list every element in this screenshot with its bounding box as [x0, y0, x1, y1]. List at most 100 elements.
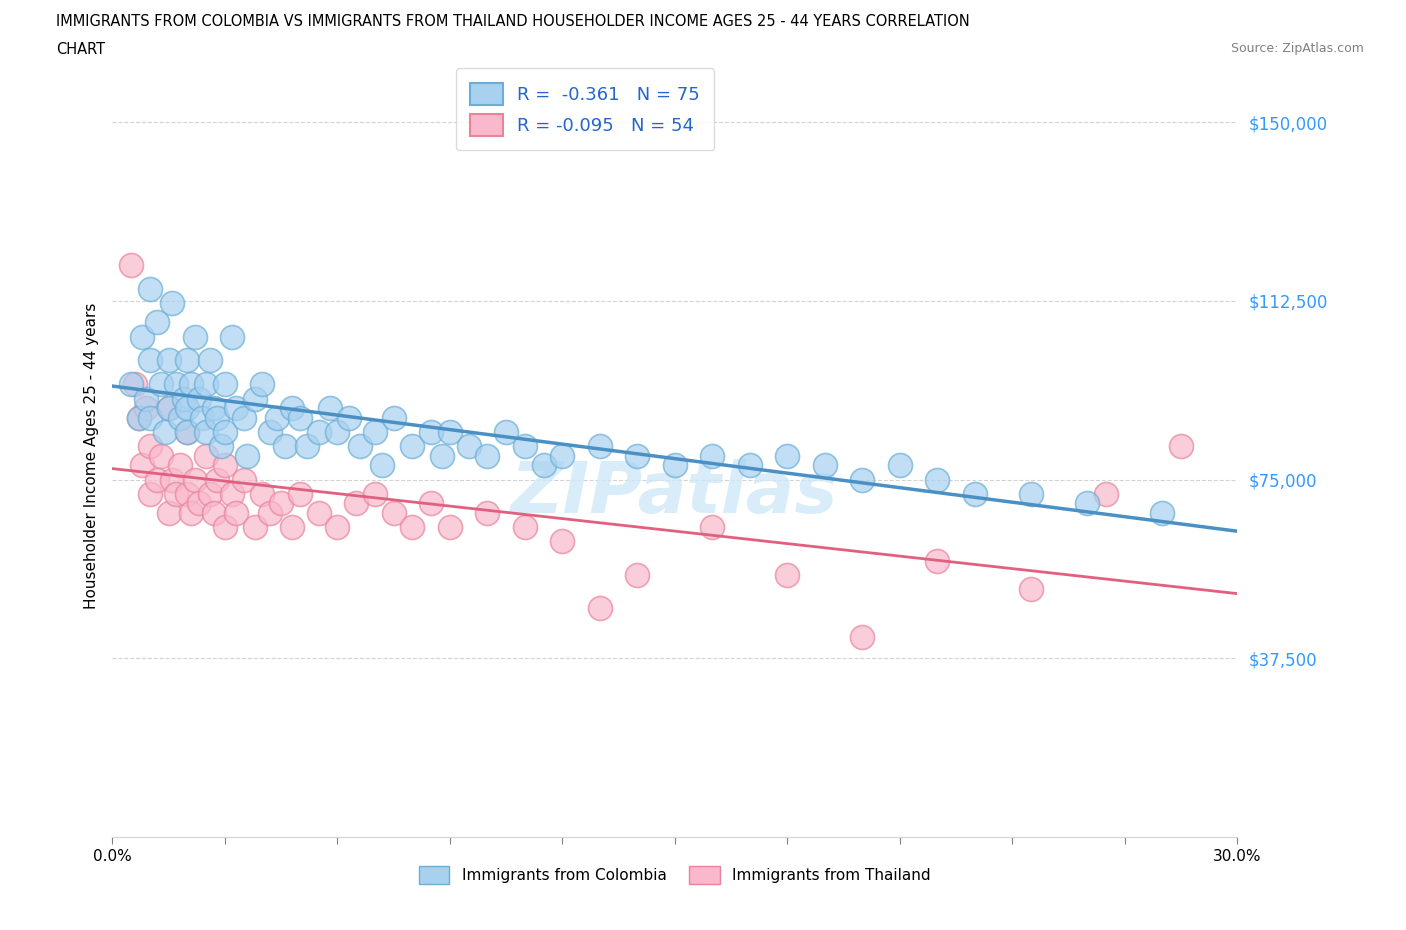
Point: [243, 520, 266, 535]
Point: [252, 377, 274, 392]
Point: [364, 424, 387, 439]
Point: [139, 486, 162, 501]
Point: [401, 439, 423, 454]
Point: [176, 486, 198, 501]
Point: [176, 401, 198, 416]
Point: [221, 486, 243, 501]
Point: [169, 410, 191, 425]
Point: [702, 520, 724, 535]
Text: CHART: CHART: [56, 42, 105, 57]
Point: [198, 352, 221, 367]
Point: [176, 424, 198, 439]
Point: [225, 401, 247, 416]
Point: [288, 410, 311, 425]
Point: [349, 439, 371, 454]
Point: [513, 520, 536, 535]
Point: [259, 506, 281, 521]
Point: [439, 520, 461, 535]
Point: [232, 472, 254, 487]
Point: [344, 496, 367, 511]
Point: [457, 439, 479, 454]
Y-axis label: Householder Income Ages 25 - 44 years: Householder Income Ages 25 - 44 years: [83, 302, 98, 609]
Point: [420, 496, 443, 511]
Point: [131, 329, 153, 344]
Point: [150, 377, 173, 392]
Point: [120, 377, 142, 392]
Point: [195, 424, 218, 439]
Point: [221, 329, 243, 344]
Point: [202, 401, 225, 416]
Point: [128, 410, 150, 425]
Point: [851, 630, 873, 644]
Point: [169, 458, 191, 472]
Point: [214, 377, 236, 392]
Point: [202, 506, 225, 521]
Point: [236, 448, 259, 463]
Point: [477, 506, 499, 521]
Point: [776, 448, 799, 463]
Point: [281, 401, 304, 416]
Point: [814, 458, 837, 472]
Point: [308, 506, 330, 521]
Point: [184, 329, 207, 344]
Point: [187, 496, 209, 511]
Legend: Immigrants from Colombia, Immigrants from Thailand: Immigrants from Colombia, Immigrants fro…: [413, 859, 936, 890]
Point: [124, 377, 146, 392]
Point: [157, 401, 180, 416]
Point: [297, 439, 319, 454]
Point: [214, 424, 236, 439]
Point: [963, 486, 986, 501]
Point: [209, 439, 232, 454]
Point: [738, 458, 761, 472]
Point: [139, 352, 162, 367]
Point: [157, 352, 180, 367]
Point: [337, 410, 360, 425]
Point: [120, 258, 142, 272]
Point: [243, 391, 266, 405]
Point: [281, 520, 304, 535]
Point: [1019, 486, 1042, 501]
Point: [146, 314, 169, 330]
Point: [176, 352, 198, 367]
Point: [139, 439, 162, 454]
Point: [252, 486, 274, 501]
Point: [382, 506, 405, 521]
Point: [589, 439, 612, 454]
Point: [139, 410, 162, 425]
Point: [135, 391, 157, 405]
Point: [288, 486, 311, 501]
Point: [1095, 486, 1118, 501]
Point: [180, 377, 202, 392]
Point: [326, 424, 349, 439]
Point: [180, 506, 202, 521]
Point: [153, 424, 176, 439]
Point: [420, 424, 443, 439]
Point: [131, 458, 153, 472]
Point: [198, 486, 221, 501]
Point: [589, 601, 612, 616]
Point: [1019, 582, 1042, 597]
Text: ZIPatlas: ZIPatlas: [512, 459, 838, 528]
Point: [513, 439, 536, 454]
Point: [851, 472, 873, 487]
Point: [150, 448, 173, 463]
Point: [274, 439, 297, 454]
Point: [157, 401, 180, 416]
Point: [146, 472, 169, 487]
Point: [1076, 496, 1098, 511]
Point: [207, 472, 229, 487]
Point: [432, 448, 454, 463]
Point: [551, 534, 574, 549]
Point: [187, 391, 209, 405]
Point: [162, 296, 184, 311]
Point: [176, 424, 198, 439]
Point: [319, 401, 342, 416]
Point: [266, 410, 288, 425]
Point: [308, 424, 330, 439]
Point: [191, 410, 214, 425]
Point: [439, 424, 461, 439]
Point: [702, 448, 724, 463]
Point: [551, 448, 574, 463]
Point: [225, 506, 247, 521]
Point: [477, 448, 499, 463]
